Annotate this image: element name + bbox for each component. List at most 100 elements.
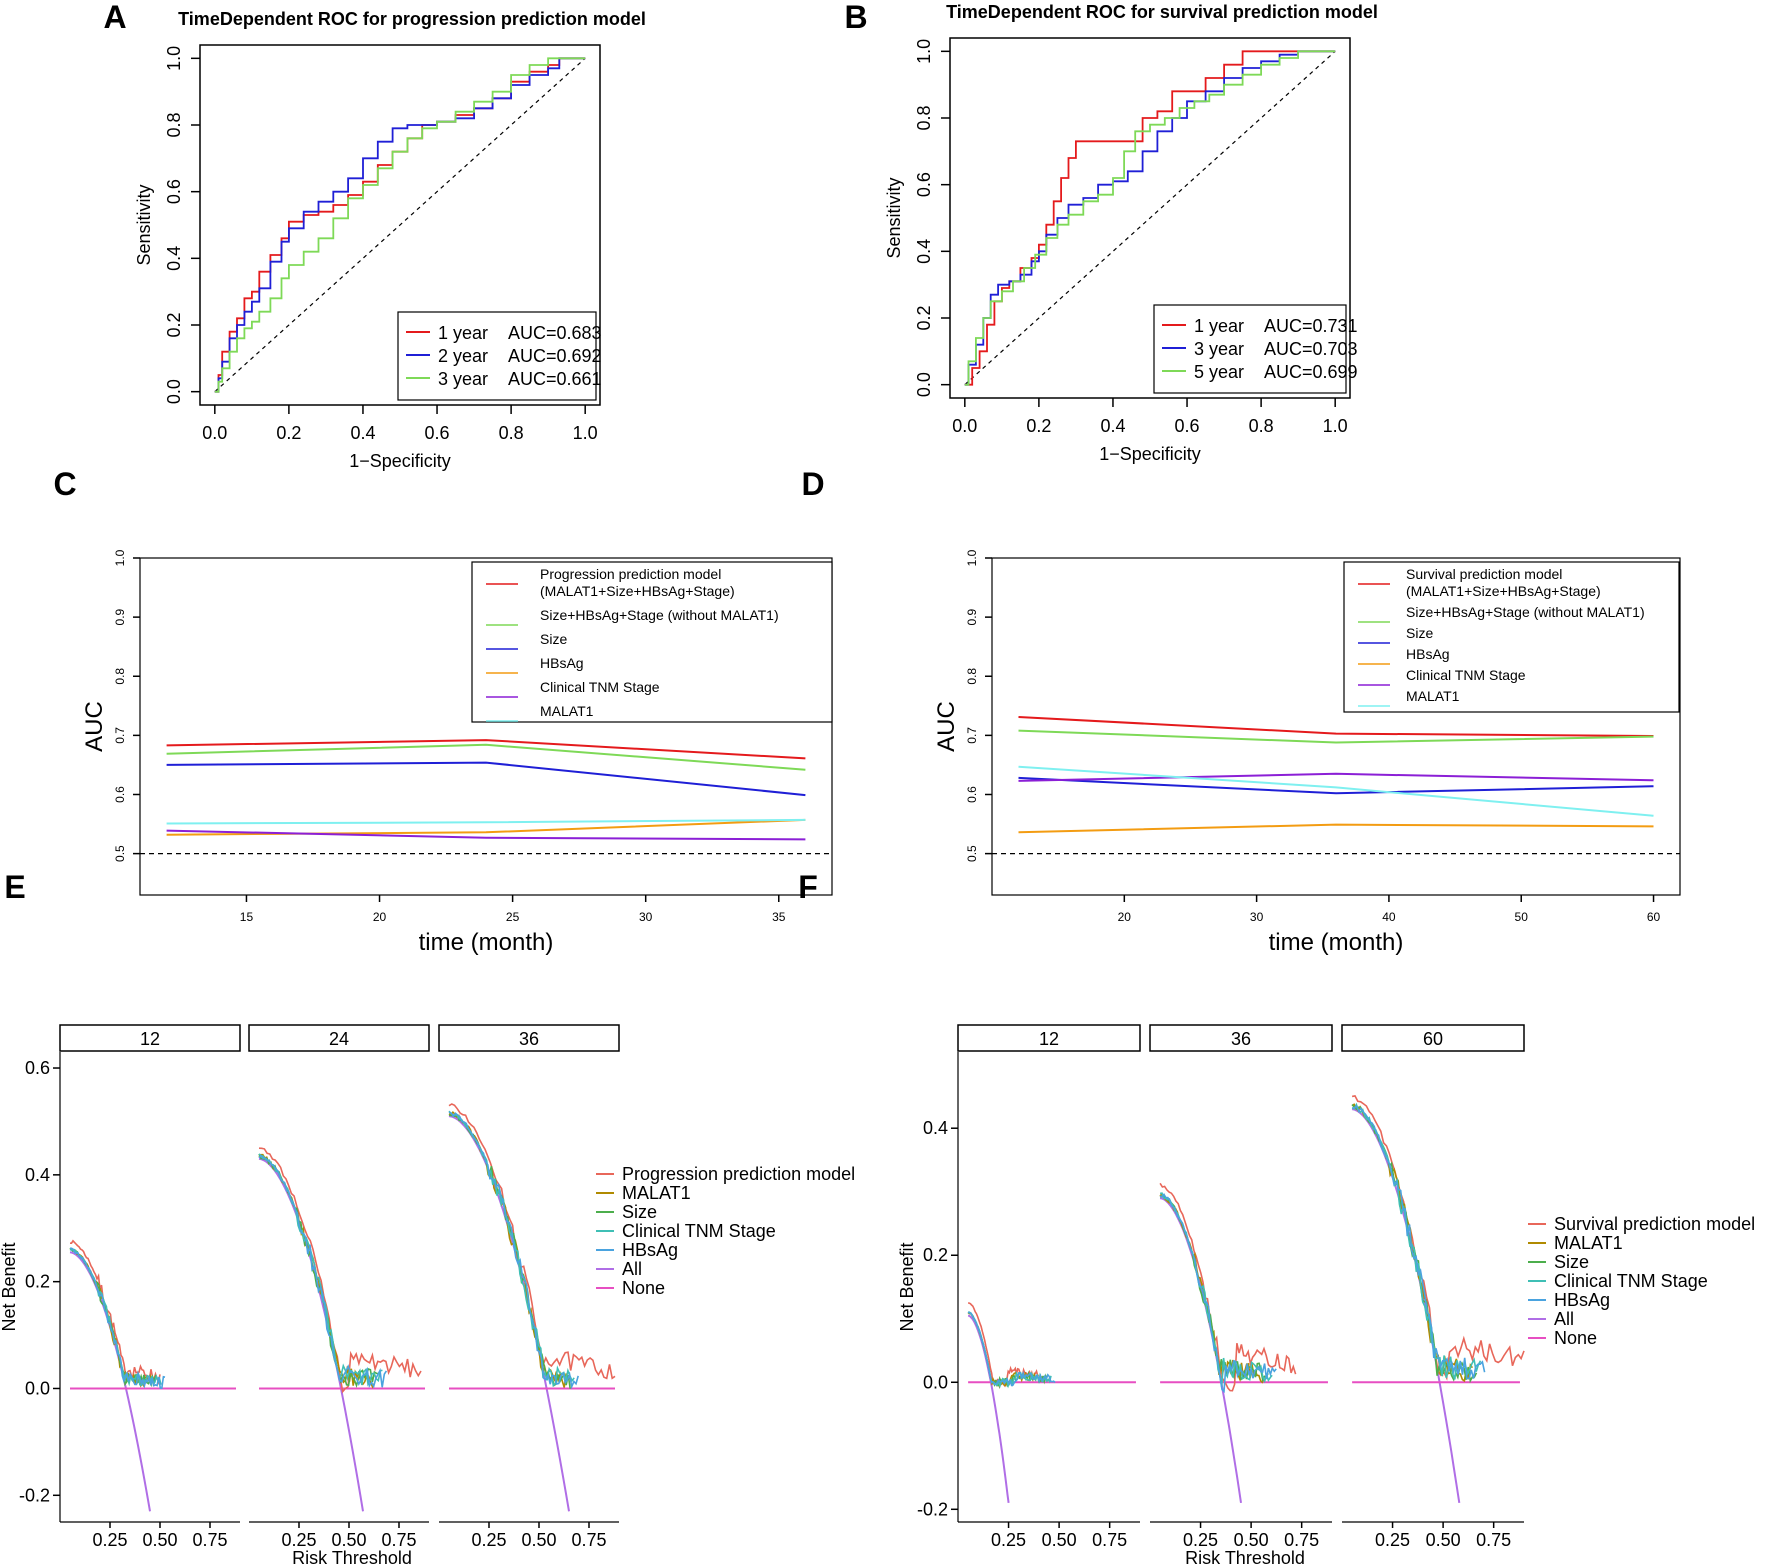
- decision-curve-f-5: [1159, 1192, 1277, 1394]
- x-tick-label-e: 0.25: [281, 1530, 316, 1550]
- y-tick-label-b: 0.4: [914, 239, 934, 264]
- legend-label-a: 3 year: [438, 369, 488, 389]
- y-tick-label-a: 0.2: [164, 312, 184, 337]
- x-tick-label-f: 0.75: [1284, 1530, 1319, 1550]
- decision-curve-e-5: [70, 1247, 166, 1390]
- plot-frame-a: [199, 44, 601, 406]
- legend-auc-b: AUC=0.703: [1264, 339, 1358, 359]
- facet-strip-f: [1341, 1024, 1525, 1052]
- x-tick-label-b: 1.0: [1323, 416, 1348, 436]
- decision-curve-f-4: [1351, 1102, 1482, 1380]
- x-tick-label-f: 0.50: [1234, 1530, 1269, 1550]
- y-tick-label-a: 0.8: [164, 112, 184, 137]
- auc-line-c-6: [166, 818, 806, 825]
- legend-label-c: Size+HBsAg+Stage (without MALAT1): [540, 607, 779, 623]
- treat-all-curve-f: [1159, 1197, 1242, 1504]
- decision-curve-f-3: [1351, 1103, 1478, 1384]
- legend-label-d: HBsAg: [1406, 646, 1450, 662]
- y-axis-label-a: Sensitivity: [134, 184, 154, 265]
- facet-label-f: 60: [1423, 1029, 1443, 1049]
- facet-strip-e: [59, 1024, 241, 1052]
- auc-line-d-5: [1018, 772, 1654, 782]
- chart-title-b: TimeDependent ROC for survival predictio…: [946, 2, 1378, 22]
- x-tick-label-e: 0.75: [192, 1530, 227, 1550]
- x-tick-label-a: 0.0: [202, 423, 227, 443]
- auc-line-d-1: [1018, 716, 1654, 737]
- x-tick-label-c: 30: [639, 910, 653, 924]
- treat-all-curve-f: [1351, 1108, 1461, 1504]
- auc-line-d-6: [1018, 765, 1654, 817]
- y-tick-label-d: 0.5: [965, 845, 979, 862]
- roc-curve-b-2: [964, 50, 1336, 386]
- legend-label-b: 5 year: [1194, 362, 1244, 382]
- legend-label-a: 1 year: [438, 323, 488, 343]
- x-axis-label-f: Risk Threshold: [1185, 1548, 1305, 1566]
- y-tick-label-b: 0.0: [914, 372, 934, 397]
- legend-label-e: Clinical TNM Stage: [622, 1221, 776, 1241]
- legend-label-b: 3 year: [1194, 339, 1244, 359]
- x-tick-label-f: 0.25: [1375, 1530, 1410, 1550]
- auc-line-d-3: [1018, 776, 1654, 795]
- y-tick-label-c: 1.0: [113, 549, 127, 566]
- x-tick-label-a: 0.2: [276, 423, 301, 443]
- plot-frame-b: [949, 37, 1351, 399]
- legend-label-d: Size+HBsAg+Stage (without MALAT1): [1406, 604, 1645, 620]
- y-tick-label-c: 0.8: [113, 668, 127, 685]
- decision-curve-e-1: [70, 1239, 161, 1386]
- y-tick-label-f: 0.0: [923, 1372, 948, 1392]
- x-tick-label-c: 20: [373, 910, 387, 924]
- y-tick-label-a: 0.4: [164, 246, 184, 271]
- legend-label-e: HBsAg: [622, 1240, 678, 1260]
- decision-curve-e-2: [258, 1153, 376, 1389]
- legend-label-d: Size: [1406, 625, 1433, 641]
- x-axis-label-e: Risk Threshold: [292, 1548, 412, 1566]
- x-tick-label-d: 40: [1382, 910, 1396, 924]
- decision-curve-e-5: [448, 1111, 579, 1390]
- y-tick-label-d: 0.6: [965, 786, 979, 803]
- legend-label-f: MALAT1: [1554, 1233, 1623, 1253]
- y-tick-label-f: 0.4: [923, 1118, 948, 1138]
- legend-label-c: Progression prediction model: [540, 566, 721, 582]
- decision-curve-f-4: [1159, 1192, 1273, 1388]
- y-tick-label-a: 0.6: [164, 179, 184, 204]
- y-tick-label-d: 1.0: [965, 549, 979, 566]
- legend-label-f: HBsAg: [1554, 1290, 1610, 1310]
- treat-all-curve-e: [448, 1115, 570, 1512]
- x-axis-label-c: time (month): [419, 929, 554, 956]
- y-tick-label-a: 1.0: [164, 46, 184, 71]
- legend-label-d: Clinical TNM Stage: [1406, 667, 1526, 683]
- facet-label-f: 12: [1039, 1029, 1059, 1049]
- x-tick-label-e: 0.50: [331, 1530, 366, 1550]
- legend-label-f: Clinical TNM Stage: [1554, 1271, 1708, 1291]
- decision-curve-f-5: [967, 1311, 1056, 1387]
- legend-label-e: None: [622, 1278, 665, 1298]
- roc-curve-b-1: [964, 50, 1336, 386]
- x-tick-label-e: 0.75: [381, 1530, 416, 1550]
- decision-curve-e-5: [258, 1154, 388, 1389]
- legend-box-d: [1343, 561, 1680, 713]
- y-axis-label-f: Net Benefit: [897, 1242, 917, 1331]
- diagonal-reference-b: [964, 50, 1336, 386]
- y-tick-label-e: -0.2: [19, 1485, 50, 1505]
- panel-letter-d: D: [801, 466, 824, 502]
- x-tick-label-d: 50: [1515, 910, 1529, 924]
- decision-curve-e-4: [258, 1153, 383, 1387]
- y-tick-label-b: 1.0: [914, 39, 934, 64]
- x-tick-label-b: 0.2: [1026, 416, 1051, 436]
- facet-strip-e: [438, 1024, 620, 1052]
- legend-auc-b: AUC=0.699: [1264, 362, 1358, 382]
- decision-curve-e-3: [258, 1153, 379, 1389]
- x-tick-label-c: 25: [506, 910, 520, 924]
- plot-frame-d: [991, 557, 1681, 896]
- y-tick-label-d: 0.8: [965, 668, 979, 685]
- legend-label-c: HBsAg: [540, 655, 584, 671]
- auc-line-c-3: [166, 761, 806, 797]
- y-tick-label-d: 0.7: [965, 727, 979, 744]
- auc-line-d-4: [1018, 823, 1654, 834]
- y-tick-label-a: 0.0: [164, 379, 184, 404]
- legend-label-b: 1 year: [1194, 316, 1244, 336]
- facet-label-f: 36: [1231, 1029, 1251, 1049]
- y-tick-label-b: 0.6: [914, 172, 934, 197]
- y-tick-label-e: 0.6: [25, 1058, 50, 1078]
- diagonal-reference-a: [214, 57, 586, 393]
